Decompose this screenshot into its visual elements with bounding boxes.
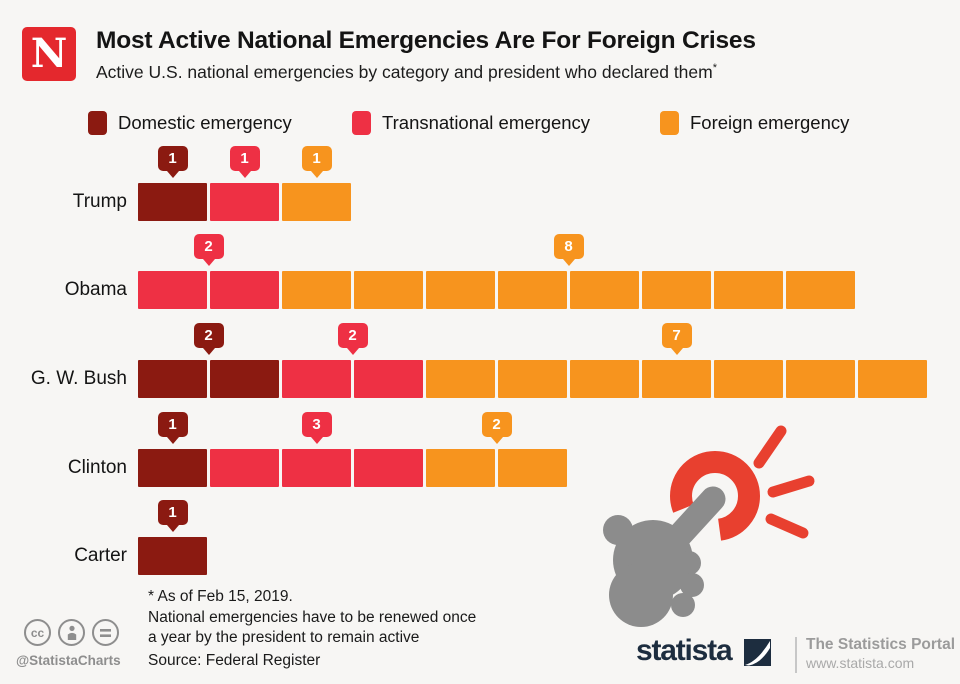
count-badge-pointer	[166, 171, 179, 178]
bar-segment-carter-domestic-emergency	[138, 537, 207, 575]
statista-website-link: www.statista.com	[806, 655, 915, 671]
cc-icon: cc	[24, 619, 51, 646]
count-badge-pointer	[310, 171, 323, 178]
bar-segment-clinton-domestic-emergency	[138, 449, 207, 487]
target-ring	[670, 451, 760, 541]
bar-segment-g-w-bush-foreign-emergency	[570, 360, 639, 398]
statista-wordmark: statista	[636, 634, 733, 667]
row-label-g-w-bush: G. W. Bush	[30, 368, 127, 389]
legend-label: Foreign emergency	[690, 112, 850, 133]
count-badge-pointer	[166, 525, 179, 532]
newsweek-logo: N	[22, 27, 76, 81]
bar-segment-obama-transnational-emergency	[138, 271, 207, 309]
count-badge-pointer	[670, 348, 683, 355]
bar-segment-g-w-bush-transnational-emergency	[282, 360, 351, 398]
bar-segment-g-w-bush-foreign-emergency	[858, 360, 927, 398]
bar-segment-g-w-bush-domestic-emergency	[138, 360, 207, 398]
legend-swatch-transnational-emergency	[352, 111, 371, 135]
footer-divider	[795, 637, 797, 673]
count-badge-pointer	[310, 437, 323, 444]
row-label-carter: Carter	[74, 545, 127, 566]
attribution-person-icon	[58, 619, 85, 646]
count-badge-clinton-foreign-emergency: 2	[481, 412, 512, 437]
count-badge-carter-domestic-emergency: 1	[157, 500, 188, 525]
bar-segment-obama-foreign-emergency	[498, 271, 567, 309]
count-badge-pointer	[202, 348, 215, 355]
footnote-block: * As of Feb 15, 2019. National emergenci…	[148, 587, 476, 649]
bar-segment-trump-foreign-emergency	[282, 183, 351, 221]
bar-segment-g-w-bush-foreign-emergency	[714, 360, 783, 398]
bar-segment-clinton-transnational-emergency	[210, 449, 279, 487]
click-rays	[753, 425, 815, 539]
count-badge-g-w-bush-domestic-emergency: 2	[193, 323, 224, 348]
bar-segment-g-w-bush-domestic-emergency	[210, 360, 279, 398]
count-badge-pointer	[238, 171, 251, 178]
row-label-obama: Obama	[64, 279, 127, 300]
count-badge-pointer	[346, 348, 359, 355]
cc-license-icons: cc	[24, 619, 119, 646]
count-badge-obama-foreign-emergency: 8	[553, 234, 584, 259]
bar-segment-clinton-transnational-emergency	[354, 449, 423, 487]
bar-segment-trump-domestic-emergency	[138, 183, 207, 221]
bar-segment-g-w-bush-transnational-emergency	[354, 360, 423, 398]
bar-segment-trump-transnational-emergency	[210, 183, 279, 221]
count-badge-g-w-bush-transnational-emergency: 2	[337, 323, 368, 348]
count-badge-trump-domestic-emergency: 1	[157, 146, 188, 171]
page-subtitle: Active U.S. national emergencies by cate…	[96, 62, 717, 83]
row-label-trump: Trump	[72, 191, 127, 212]
legend-item-foreign-emergency: Foreign emergency	[660, 111, 849, 135]
statista-tagline: The Statistics Portal	[806, 636, 956, 653]
legend-item-transnational-emergency: Transnational emergency	[352, 111, 590, 135]
bar-segment-obama-foreign-emergency	[426, 271, 495, 309]
bar-segment-obama-foreign-emergency	[282, 271, 351, 309]
no-derivatives-equals-icon	[92, 619, 119, 646]
bar-segment-obama-foreign-emergency	[570, 271, 639, 309]
count-badge-trump-transnational-emergency: 1	[229, 146, 260, 171]
bar-segment-clinton-foreign-emergency	[426, 449, 495, 487]
bar-segment-obama-foreign-emergency	[786, 271, 855, 309]
bar-segment-obama-foreign-emergency	[642, 271, 711, 309]
statista-logo-icon	[744, 639, 771, 666]
count-badge-obama-transnational-emergency: 2	[193, 234, 224, 259]
footnote-line: a year by the president to remain active	[148, 629, 420, 646]
bar-segment-clinton-foreign-emergency	[498, 449, 567, 487]
legend-swatch-domestic-emergency	[88, 111, 107, 135]
count-badge-g-w-bush-foreign-emergency: 7	[661, 323, 692, 348]
hand-shape	[603, 486, 726, 627]
bar-segment-g-w-bush-foreign-emergency	[498, 360, 567, 398]
bar-segment-g-w-bush-foreign-emergency	[426, 360, 495, 398]
source-note: Source: Federal Register	[148, 652, 321, 669]
subtitle-text: Active U.S. national emergencies by cate…	[96, 62, 713, 82]
count-badge-pointer	[166, 437, 179, 444]
count-badge-pointer	[562, 259, 575, 266]
legend-item-domestic-emergency: Domestic emergency	[88, 111, 292, 135]
bar-segment-obama-foreign-emergency	[714, 271, 783, 309]
legend-label: Transnational emergency	[382, 112, 591, 133]
page-title: Most Active National Emergencies Are For…	[96, 27, 756, 54]
count-badge-clinton-transnational-emergency: 3	[301, 412, 332, 437]
row-label-clinton: Clinton	[67, 457, 127, 478]
footnote-line: * As of Feb 15, 2019.	[148, 588, 293, 605]
legend-swatch-foreign-emergency	[660, 111, 679, 135]
count-badge-clinton-domestic-emergency: 1	[157, 412, 188, 437]
bar-segment-g-w-bush-foreign-emergency	[642, 360, 711, 398]
bar-segment-obama-transnational-emergency	[210, 271, 279, 309]
count-badge-pointer	[490, 437, 503, 444]
bar-segment-g-w-bush-foreign-emergency	[786, 360, 855, 398]
statista-charts-handle: @StatistaCharts	[16, 653, 121, 668]
bar-segment-obama-foreign-emergency	[354, 271, 423, 309]
tap-hand-icon	[603, 425, 815, 627]
footnote-line: National emergencies have to be renewed …	[148, 608, 477, 626]
bar-segment-clinton-transnational-emergency	[282, 449, 351, 487]
count-badge-trump-foreign-emergency: 1	[301, 146, 332, 171]
footnote-marker: *	[712, 62, 718, 75]
count-badge-pointer	[202, 259, 215, 266]
legend-label: Domestic emergency	[118, 112, 292, 133]
